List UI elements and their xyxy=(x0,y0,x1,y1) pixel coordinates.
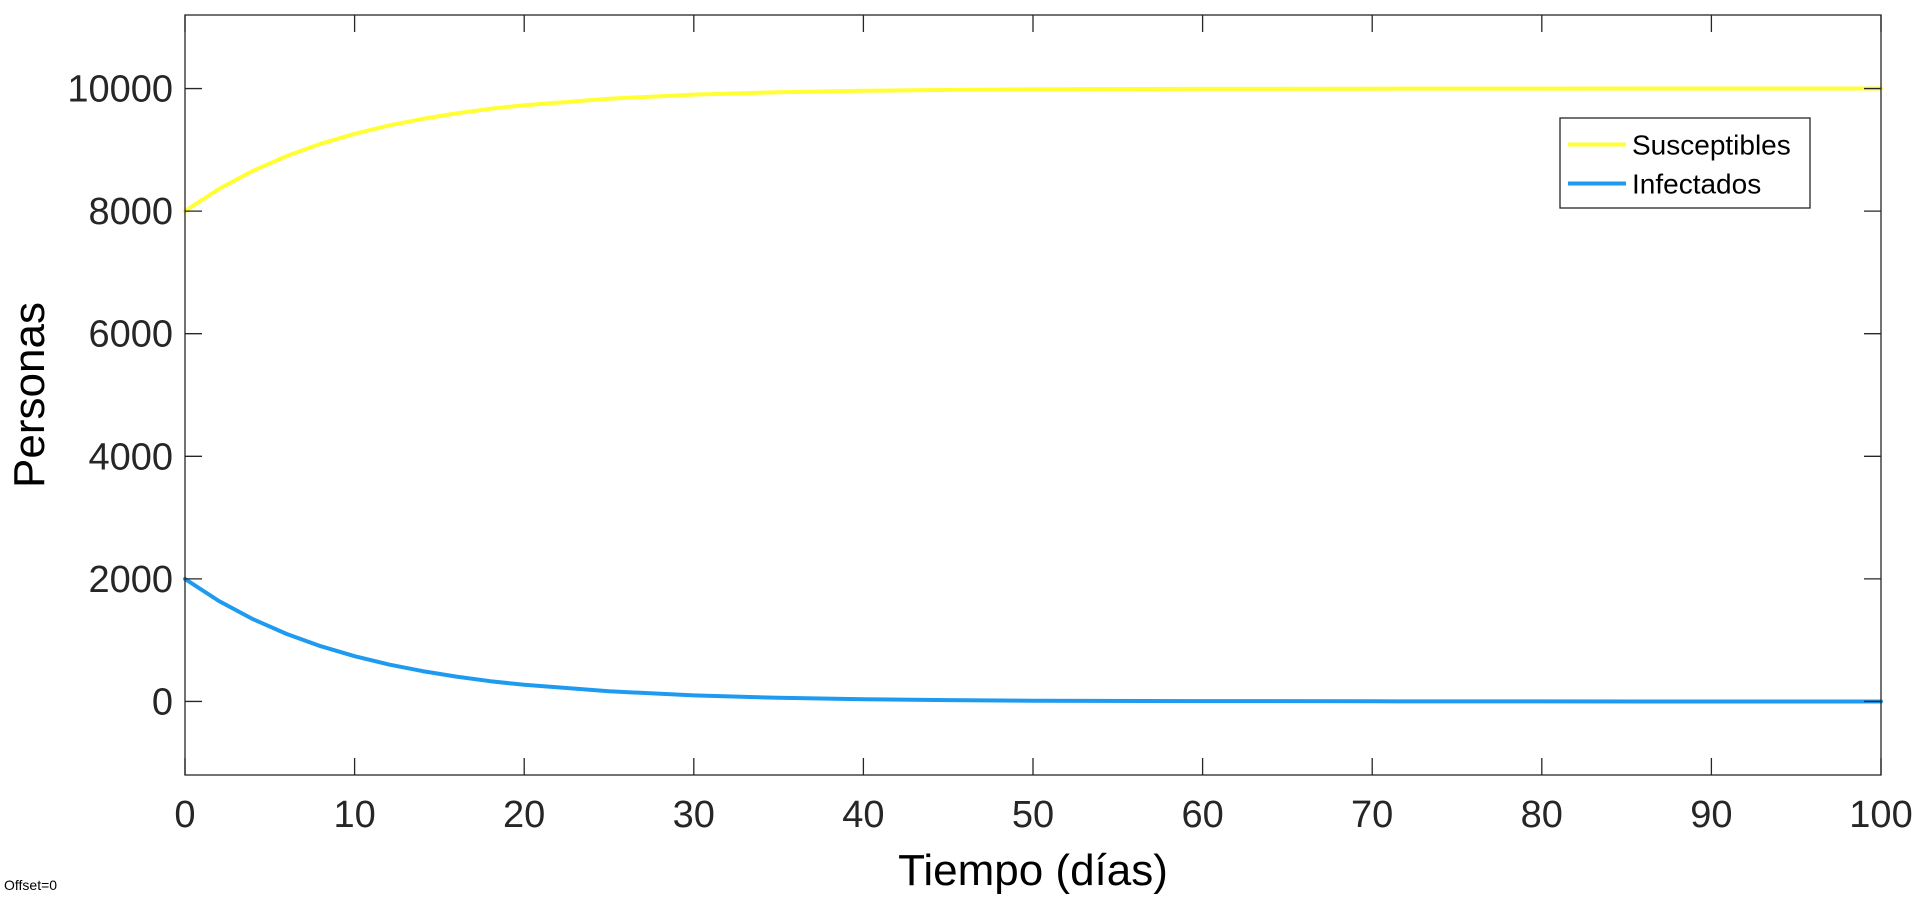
x-tick-label: 0 xyxy=(174,794,195,836)
y-tick-label: 4000 xyxy=(88,436,173,478)
series-line-0 xyxy=(183,86,1883,214)
x-axis-label: Tiempo (días) xyxy=(898,846,1168,895)
x-tick-label: 50 xyxy=(1012,794,1054,836)
x-tick-label: 70 xyxy=(1351,794,1393,836)
series-layer xyxy=(183,86,1883,704)
x-tick-label: 100 xyxy=(1849,794,1912,836)
series-line-1 xyxy=(183,576,1883,704)
x-tick-label: 20 xyxy=(503,794,545,836)
legend-label-0: Susceptibles xyxy=(1632,130,1791,161)
x-tick-label: 80 xyxy=(1521,794,1563,836)
x-tick-label: 40 xyxy=(842,794,884,836)
legend: Susceptibles Infectados xyxy=(1559,117,1811,209)
y-tick-label: 0 xyxy=(152,681,173,723)
y-axis-label: Personas xyxy=(5,302,54,488)
offset-note: Offset=0 xyxy=(4,877,57,893)
y-tick-label: 8000 xyxy=(88,191,173,233)
legend-box xyxy=(1559,117,1811,209)
legend-label-1: Infectados xyxy=(1632,169,1761,200)
x-tick-label: 60 xyxy=(1181,794,1223,836)
x-tick-label: 90 xyxy=(1690,794,1732,836)
y-tick-label: 6000 xyxy=(88,314,173,356)
tick-layer: 0 10 20 30 40 50 60 70 80 90 100 0 2000 4000 6000 8000 1… xyxy=(67,15,1913,836)
x-tick-label: 30 xyxy=(673,794,715,836)
y-tick-label: 2000 xyxy=(88,559,173,601)
x-tick-label: 10 xyxy=(333,794,375,836)
y-tick-label: 10000 xyxy=(67,69,173,111)
